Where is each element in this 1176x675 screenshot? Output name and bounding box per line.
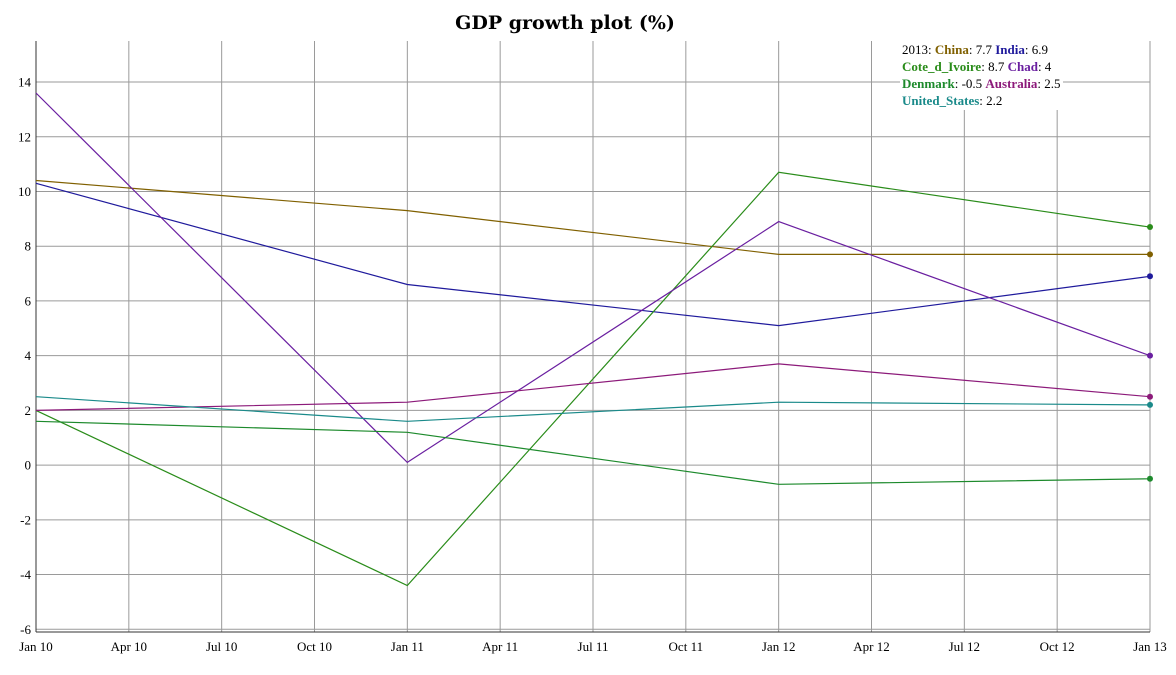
legend-year: 2013 xyxy=(902,42,928,57)
series-end-point-chad xyxy=(1147,352,1153,359)
x-tick-label: Apr 11 xyxy=(482,639,518,654)
legend-series-value: : 2.5 xyxy=(1037,76,1061,91)
legend-series-name: Cote_d_Ivoire xyxy=(902,59,982,74)
legend-row: Denmark: -0.5 Australia: 2.5 xyxy=(902,75,1061,92)
chart-title: GDP growth plot (%) xyxy=(455,12,675,34)
x-tick-label: Apr 12 xyxy=(853,639,889,654)
legend-series-name: Chad xyxy=(1007,59,1038,74)
series-line-chad xyxy=(35,92,1151,464)
legend-series-value: : 4 xyxy=(1037,59,1052,74)
chart-legend: 2013: China: 7.7 India: 6.9 Cote_d_Ivoir… xyxy=(900,40,1063,110)
x-tick-label: Jan 13 xyxy=(1133,639,1167,654)
y-tick-label: 10 xyxy=(18,184,31,199)
y-tick-label: 12 xyxy=(18,129,31,144)
x-tick-label: Jan 12 xyxy=(762,639,796,654)
series-line-denmark xyxy=(35,420,1151,485)
x-tick-label: Jan 10 xyxy=(19,639,53,654)
legend-separator: : xyxy=(928,42,935,57)
series-line-india xyxy=(35,182,1151,327)
series-end-point-united-states xyxy=(1147,401,1153,408)
legend-row: 2013: China: 7.7 India: 6.9 xyxy=(902,41,1061,58)
y-tick-label: -6 xyxy=(20,622,31,637)
legend-series-name: India xyxy=(995,42,1025,57)
series-end-point-denmark xyxy=(1147,475,1153,482)
series-end-point-cote-d-ivoire xyxy=(1147,224,1153,231)
x-tick-label: Jul 11 xyxy=(578,639,609,654)
series-line-china xyxy=(35,179,1150,255)
legend-series-value: : 7.7 xyxy=(968,42,996,57)
y-tick-label: -2 xyxy=(20,512,31,527)
legend-series-value: : 2.2 xyxy=(979,93,1003,108)
series-end-point-china xyxy=(1147,251,1153,258)
legend-series-name: China xyxy=(934,42,969,57)
x-tick-label: Jul 12 xyxy=(949,639,980,654)
y-tick-label: 2 xyxy=(25,403,32,418)
legend-series-value: : 8.7 xyxy=(981,59,1008,74)
series-end-point-australia xyxy=(1147,393,1153,400)
series-end-point-india xyxy=(1147,273,1153,280)
series-line-australia xyxy=(35,363,1151,411)
y-tick-label: 8 xyxy=(25,239,32,254)
x-tick-label: Oct 11 xyxy=(669,639,704,654)
x-tick-label: Jan 11 xyxy=(391,639,424,654)
legend-row: United_States: 2.2 xyxy=(902,92,1061,109)
y-tick-label: 14 xyxy=(18,75,32,90)
y-tick-label: -4 xyxy=(20,567,31,582)
series-line-united-states xyxy=(35,396,1151,422)
legend-series-name: Australia xyxy=(985,76,1038,91)
y-tick-label: 6 xyxy=(25,293,32,308)
legend-series-value: : 6.9 xyxy=(1024,42,1048,57)
legend-series-name: United_States xyxy=(902,93,980,108)
series-line-cote-d-ivoire xyxy=(35,171,1151,587)
x-tick-label: Oct 12 xyxy=(1040,639,1075,654)
legend-series-value: : -0.5 xyxy=(954,76,986,91)
y-tick-label: 0 xyxy=(25,458,32,473)
x-tick-label: Apr 10 xyxy=(111,639,147,654)
x-tick-label: Jul 10 xyxy=(206,639,237,654)
x-tick-label: Oct 10 xyxy=(297,639,332,654)
y-tick-label: 4 xyxy=(25,348,32,363)
legend-series-name: Denmark xyxy=(902,76,955,91)
legend-row: Cote_d_Ivoire: 8.7 Chad: 4 xyxy=(902,58,1061,75)
